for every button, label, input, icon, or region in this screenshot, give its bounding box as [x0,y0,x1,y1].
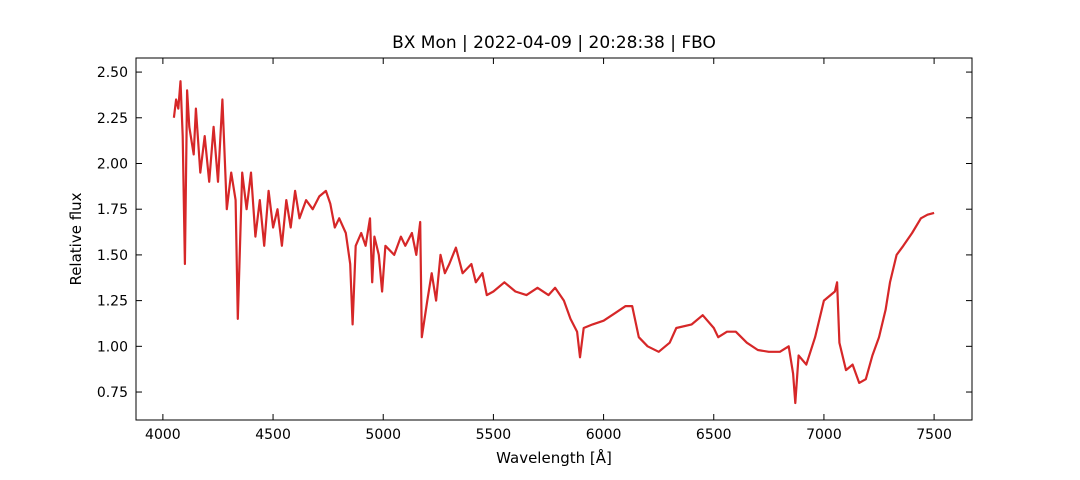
chart-title: BX Mon | 2022-04-09 | 20:28:38 | FBO [392,33,716,53]
y-tick-label: 2.00 [97,156,128,172]
y-tick-label: 0.75 [97,385,128,401]
y-tick-label: 2.50 [97,65,128,81]
x-tick-label: 7500 [916,427,952,443]
plot-frame [135,57,973,421]
x-tick-label: 5500 [476,427,512,443]
x-tick-label: 4500 [255,427,291,443]
y-axis-label: Relative flux [67,192,85,285]
x-tick-label: 5000 [365,427,401,443]
x-tick-label: 4000 [145,427,181,443]
x-axis-label: Wavelength [Å] [496,448,612,467]
ticks: 4000 4500 5000 5500 6000 6500 7000 7500 0.75 1.00… [97,58,972,443]
x-tick-label: 6000 [586,427,622,443]
y-tick-label: 2.25 [97,111,128,127]
x-tick-label: 7000 [806,427,842,443]
x-tick-label: 6500 [696,427,732,443]
y-tick-label: 1.25 [97,294,128,310]
spectrum-line [172,80,935,405]
y-tick-label: 1.00 [97,339,128,355]
y-tick-label: 1.50 [97,248,128,264]
y-tick-label: 1.75 [97,202,128,218]
